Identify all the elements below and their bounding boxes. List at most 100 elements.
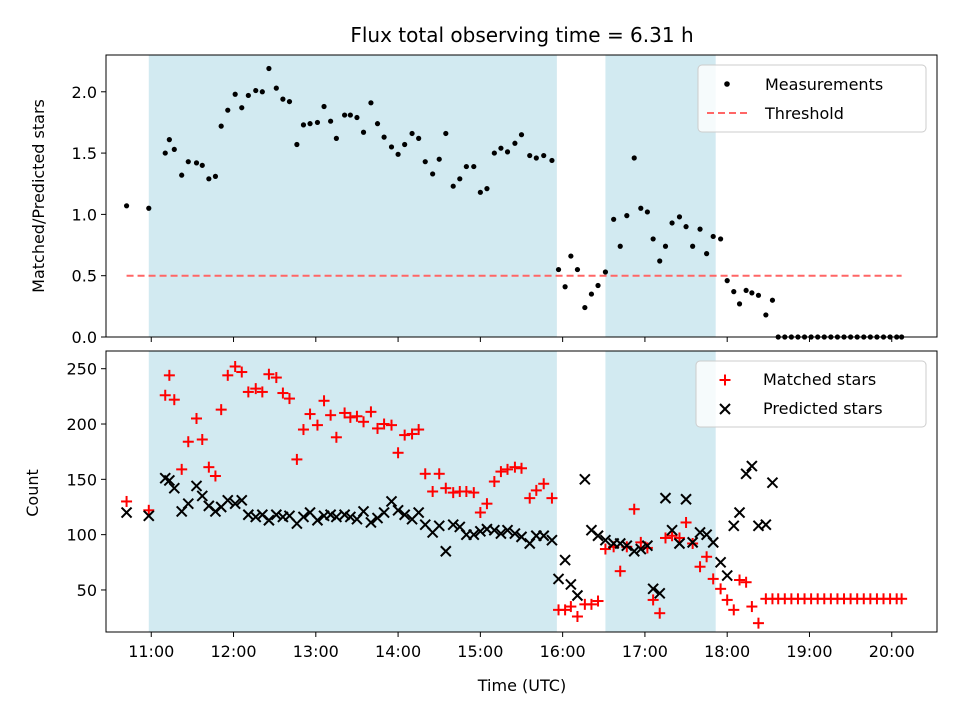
matched-star-point: [524, 492, 536, 504]
legend-predicted-label: Predicted stars: [763, 399, 883, 418]
matched-star-point: [250, 383, 262, 395]
predicted-star-point: [647, 583, 659, 595]
matched-star-point: [297, 424, 309, 436]
predicted-star-point: [222, 494, 234, 507]
count-points: [120, 360, 908, 629]
matched-star-point: [538, 478, 550, 490]
predicted-star-point: [378, 506, 390, 519]
measurement-point: [395, 151, 401, 157]
matched-star-point: [495, 466, 507, 478]
predicted-star-point: [344, 511, 357, 523]
matched-star-point: [488, 476, 500, 488]
predicted-star-point: [565, 578, 577, 591]
predicted-star-point: [766, 476, 779, 489]
measurement-point: [162, 150, 168, 156]
predicted-star-point: [229, 497, 241, 510]
legend-predicted-marker: [719, 403, 731, 415]
predicted-star-point: [694, 526, 706, 539]
measurement-point: [368, 100, 374, 106]
predicted-star-point: [733, 506, 746, 519]
measurement-point: [374, 121, 381, 127]
ratio-legend-box: [697, 64, 927, 133]
x-tick-label: 20:00: [869, 642, 915, 661]
measurement-point: [409, 130, 415, 137]
matched-star-point: [209, 470, 221, 482]
predicted-star-point: [641, 540, 654, 552]
measurement-point: [123, 203, 130, 209]
observing-intervals: [148, 55, 716, 337]
matched-star-point: [721, 594, 733, 606]
matched-star-point: [242, 386, 254, 398]
measurement-point: [644, 209, 650, 215]
measurement-point: [300, 122, 307, 128]
predicted-star-point: [440, 545, 452, 557]
predicted-star-point: [433, 520, 445, 532]
measurement-point: [724, 278, 730, 284]
predicted-star-point: [196, 490, 208, 502]
predicted-star-point: [579, 473, 591, 486]
matched-star-point: [176, 463, 188, 475]
predicted-star-point: [250, 511, 262, 523]
predicted-star-point: [412, 506, 425, 519]
predicted-star-point: [680, 493, 692, 505]
predicted-star-point: [707, 536, 719, 549]
y-tick-label: 0.0: [72, 328, 97, 347]
measurement-point: [568, 253, 574, 259]
matched-star-point: [647, 594, 659, 606]
y-tick-label: 1.5: [72, 144, 97, 163]
measurement-point: [206, 176, 212, 182]
predicted-star-point: [501, 524, 514, 536]
matched-star-point: [728, 604, 740, 616]
predicted-star-point: [190, 480, 203, 492]
predicted-star-point: [488, 524, 501, 536]
measurement-point: [443, 130, 449, 137]
observing-intervals-bottom: [148, 351, 716, 632]
measurement-point: [193, 160, 200, 166]
y-tick-label: 2.0: [72, 83, 97, 102]
matched-star-point: [680, 516, 692, 528]
matched-star-point: [565, 601, 577, 613]
predicted-star-point: [559, 554, 571, 566]
x-tick-label: 12:00: [210, 642, 256, 661]
measurement-point: [179, 172, 185, 178]
matched-star-point: [163, 369, 175, 381]
predicted-star-point: [635, 543, 647, 555]
ratio-panel: 0.00.51.01.52.0 Matched/Predicted stars …: [29, 54, 938, 347]
matched-star-point: [599, 543, 611, 555]
matched-star-point: [673, 532, 685, 544]
measurement-point: [430, 171, 436, 177]
measurement-point: [718, 236, 724, 242]
matched-star-point: [121, 495, 133, 507]
matched-star-point: [413, 424, 425, 436]
predicted-star-point: [621, 540, 633, 552]
y-tick-label: 50: [77, 581, 97, 600]
measurement-point: [286, 98, 293, 105]
matched-star-point: [440, 482, 452, 494]
measurement-point: [253, 87, 259, 94]
measurement-point: [683, 224, 689, 230]
measurement-point: [491, 150, 497, 156]
matched-star-point: [659, 532, 671, 544]
x-tick-label: 13:00: [293, 642, 339, 661]
matched-star-point: [318, 395, 330, 407]
predicted-star-point: [592, 530, 604, 542]
predicted-star-point: [515, 531, 528, 543]
measurement-point: [450, 183, 456, 189]
matched-star-point: [481, 498, 493, 510]
measurement-point: [749, 290, 755, 296]
predicted-star-point: [311, 514, 324, 526]
matched-star-point: [592, 595, 604, 607]
matched-star-point: [372, 422, 384, 434]
matched-star-point: [291, 453, 303, 465]
matched-star-point: [159, 389, 171, 401]
x-tick-label: 16:00: [540, 642, 586, 661]
measurement-point: [704, 251, 710, 257]
matched-star-point: [896, 593, 908, 605]
predicted-star-point: [474, 525, 487, 538]
measurement-point: [631, 155, 637, 161]
count-panel: 50 100 150 200 250 11:00 12:00 13:00 14:00 15:00…: [23, 350, 938, 695]
count-x-ticks: 11:00 12:00 13:00 14:00 15:00 16:00 17:00 18:00…: [128, 632, 915, 661]
matched-star-point: [283, 393, 295, 405]
measurement-point: [617, 243, 623, 249]
